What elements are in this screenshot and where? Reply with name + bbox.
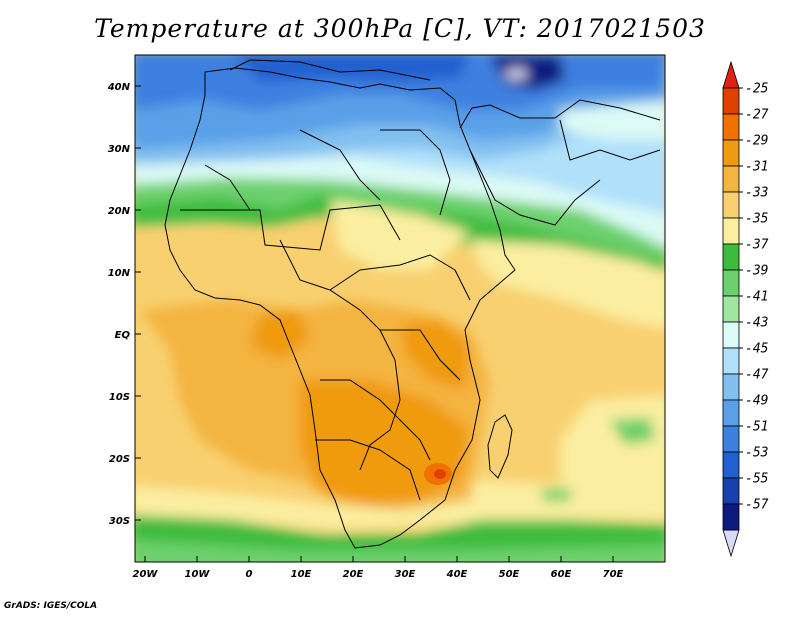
colorbar-cell [722,87,740,115]
colorbar-cell [722,165,740,193]
colorbar: -25 -27 -29 -31 -33 -35 -37 -39 -41 -43 -45 -47 -49 -… [722,60,769,558]
colorbar-cell [722,191,740,219]
colorbar-label: -43 [745,316,768,331]
colorbar-cell [722,451,740,479]
colorbar-label: -31 [745,160,768,175]
colorbar-cell [722,373,740,401]
colorbar-label: -41 [745,290,768,305]
colorbar-top-arrow [722,60,740,89]
lat-label-eq: EQ [115,330,131,341]
colorbar-label: -47 [745,368,769,383]
lon-label-40e: 40E [446,569,468,580]
chart-title: Temperature at 300hPa [C], VT: 201702150… [94,14,706,43]
lon-label-10e: 10E [291,569,312,580]
lat-label-40n: 40N [107,82,131,93]
lon-label-30e: 30E [395,569,416,580]
colorbar-bottom-arrow [722,529,740,558]
colorbar-cell [722,321,740,349]
colorbar-cell [722,399,740,427]
lon-label-10w: 10W [185,569,211,580]
colorbar-cell [722,425,740,453]
colorbar-label: -25 [745,82,769,97]
map-frame [134,54,666,563]
lat-label-30s: 30S [109,516,130,527]
colorbar-cell [722,295,740,323]
temperature-field [135,55,665,562]
colorbar-cell [722,217,740,245]
colorbar-cell [722,477,740,505]
colorbar-label: -53 [745,446,768,461]
lon-label-60e: 60E [551,569,572,580]
colorbar-label: -45 [745,342,769,357]
colorbar-label: -37 [745,238,769,253]
lon-label-70e: 70E [603,569,624,580]
colorbar-label: -49 [745,394,768,409]
colorbar-cell [722,503,740,531]
lat-label-10n: 10N [108,268,131,279]
colorbar-label: -39 [745,264,768,279]
footer-credit: GrADS: IGES/COLA [4,601,98,611]
lon-label-50e: 50E [499,569,520,580]
colorbar-cell [722,113,740,141]
colorbar-label: -33 [745,186,768,201]
lat-label-20n: 20N [108,206,131,217]
colorbar-label: -55 [745,472,769,487]
lon-label-0: 0 [246,569,253,580]
colorbar-label: -27 [745,108,769,123]
lat-label-10s: 10S [109,392,130,403]
lat-label-20s: 20S [109,454,130,465]
lon-label-20e: 20E [343,569,364,580]
colorbar-cell [722,243,740,271]
latitude-axis: 40N 30N 20N 10N EQ 10S 20S 30S [107,82,141,527]
longitude-axis: 20W 10W 0 10E 20E 30E 40E 50E 60E 70E [133,556,624,580]
colorbar-label: -51 [745,420,768,435]
colorbar-label: -35 [745,212,769,227]
colorbar-label: -57 [745,498,769,513]
lat-label-30n: 30N [108,144,131,155]
lon-label-20w: 20W [133,569,159,580]
coastlines [164,59,661,549]
colorbar-cell [722,269,740,297]
colorbar-cell [722,347,740,375]
colorbar-cell [722,139,740,167]
colorbar-label: -29 [745,134,768,149]
